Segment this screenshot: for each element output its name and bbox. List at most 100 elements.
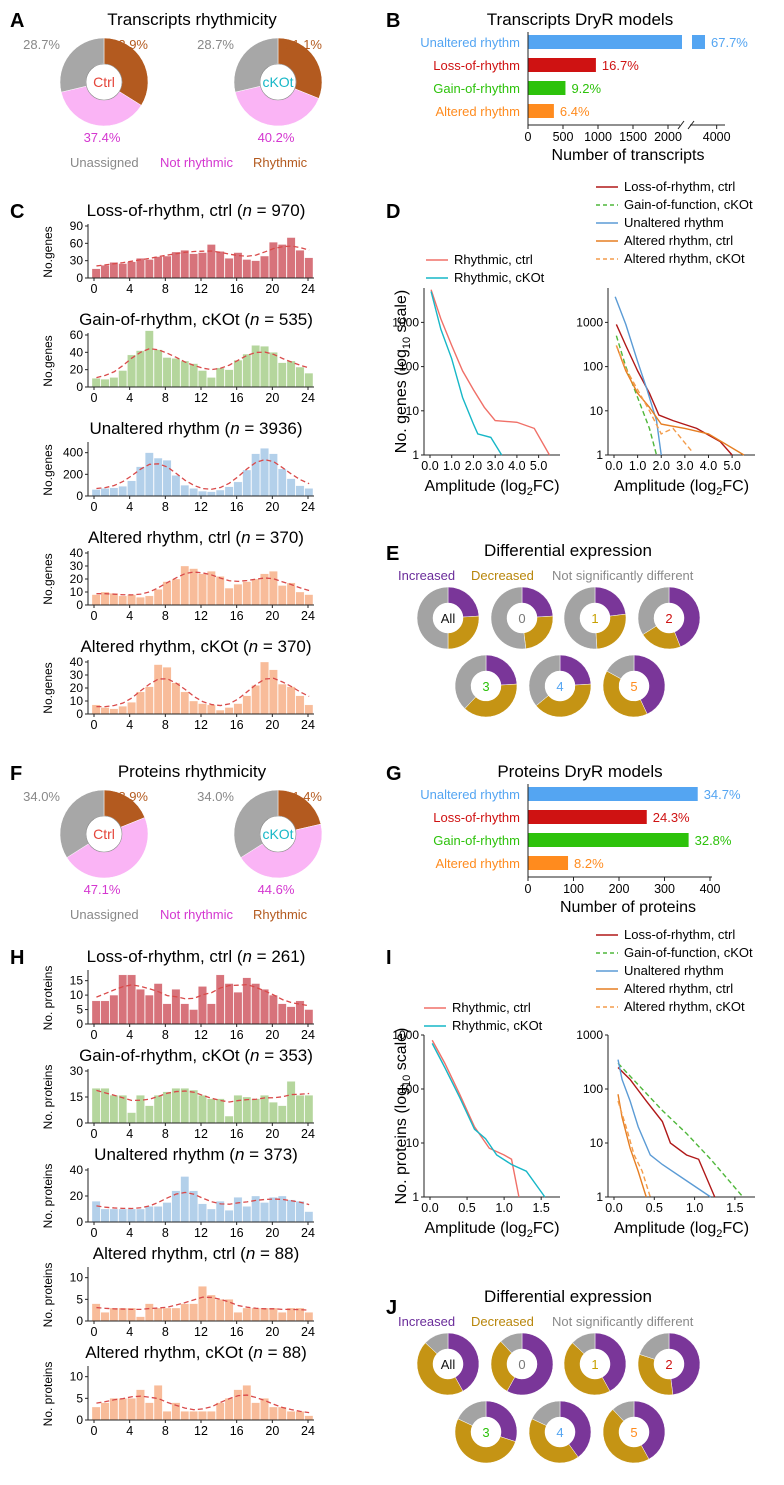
histogram-bar [295, 1411, 305, 1421]
histogram-bar [286, 1006, 296, 1025]
y-tick-label: 10 [406, 1136, 420, 1150]
bar-pct-label: 32.8% [695, 833, 732, 848]
legend-not-rhythmic: Not rhythmic [160, 155, 233, 170]
legend-label: Rhythmic, cKOt [454, 270, 545, 285]
histogram-bar [127, 480, 136, 497]
donut-hole [433, 1349, 463, 1379]
x-tick-label: 4 [126, 718, 133, 732]
histogram-bar [215, 251, 225, 279]
donut-hole [471, 1417, 501, 1447]
x-tick-label: 8 [162, 1424, 169, 1438]
histogram-bar [127, 1208, 136, 1223]
histogram-title: Loss-of-rhythm, ctrl (n = 970) [87, 201, 306, 220]
panel-letter-a: A [10, 10, 24, 32]
panel-title: Differential expression [484, 1287, 652, 1306]
y-axis-label: No.genes [41, 444, 55, 495]
axis-break [677, 120, 685, 130]
histogram-bar [145, 330, 154, 388]
histogram-bar [153, 589, 163, 606]
y-tick-label: 0 [76, 598, 83, 612]
pct-rhythmic: 33.9% [111, 37, 148, 52]
x-tick-label: 200 [609, 882, 630, 896]
histogram-bar [153, 1385, 163, 1421]
histogram-bar [295, 485, 305, 497]
panel-letter-e: E [386, 543, 399, 565]
y-tick-label: 5 [76, 1391, 83, 1405]
y-tick-label: 40 [70, 546, 84, 560]
histogram-bar [242, 695, 252, 715]
x-tick-label: 3.0 [486, 459, 503, 473]
y-tick-label: 1 [412, 448, 419, 462]
histogram-bar [180, 1411, 190, 1421]
bar-category-label: Altered rhythm [435, 856, 520, 871]
x-tick-label: 20 [265, 1028, 279, 1042]
y-tick-label: 10 [406, 404, 420, 418]
x-tick-label: 16 [230, 391, 244, 405]
histogram-bar [109, 487, 119, 497]
histogram-bar [286, 1411, 296, 1421]
pct-rhythmic: 18.9% [111, 789, 148, 804]
histogram-title: Gain-of-rhythm, cKOt (n = 535) [79, 310, 313, 329]
histogram-bar [242, 353, 252, 388]
x-tick-label: 2.0 [465, 459, 482, 473]
histogram-bar [224, 486, 234, 497]
legend-label: Altered rhythm, ctrl [624, 981, 733, 996]
histogram-title: Altered rhythm, ctrl (n = 370) [88, 528, 304, 547]
histogram-bar [295, 366, 305, 388]
x-tick-label: 500 [553, 130, 574, 144]
histogram-bar [171, 1307, 181, 1322]
x-tick-label: 16 [230, 1424, 244, 1438]
histogram-bar [109, 1095, 119, 1124]
histogram-bar [100, 1000, 110, 1025]
series-line [617, 1062, 744, 1198]
x-tick-label: 0.5 [458, 1201, 475, 1215]
histogram-bar [189, 700, 198, 715]
histogram-bar [189, 1411, 198, 1421]
histogram-bar [304, 1312, 314, 1322]
histogram-bar [153, 256, 163, 279]
x-tick-label: 4.0 [700, 459, 717, 473]
legend-increased: Increased [398, 568, 455, 583]
histogram-bar [171, 475, 181, 497]
histogram-bar [91, 268, 101, 279]
x-tick-label: 4.0 [508, 459, 525, 473]
legend-label: Gain-of-function, cKOt [624, 945, 753, 960]
pct-not-rhythmic: 37.4% [84, 130, 121, 145]
donut-center-label: 0 [518, 1357, 525, 1372]
histogram-bar [136, 1389, 145, 1421]
x-tick-label: 0 [91, 609, 98, 623]
x-tick-label: 8 [162, 1028, 169, 1042]
histogram-bar [277, 585, 287, 606]
histogram-bar [109, 1307, 119, 1322]
x-tick-label: 100 [563, 882, 584, 896]
histogram-bar [224, 1398, 234, 1421]
histogram-bar [304, 1095, 314, 1124]
histogram-bar [251, 1307, 260, 1322]
x-axis-label: Number of proteins [560, 899, 696, 916]
histogram-bar [189, 253, 198, 279]
histogram-bar [153, 1206, 163, 1223]
y-axis-label: No.genes [41, 226, 55, 277]
x-tick-label: 300 [654, 882, 675, 896]
x-tick-label: 24 [301, 1226, 315, 1240]
histogram-bar [118, 1398, 128, 1421]
axis-break [687, 120, 695, 130]
histogram-bar [118, 486, 128, 497]
bar-category-label: Loss-of-rhythm [433, 810, 520, 825]
histogram-bar [189, 568, 198, 606]
histogram-bar [304, 1009, 314, 1025]
y-tick-label: 30 [70, 559, 84, 573]
x-tick-label: 1500 [619, 130, 647, 144]
y-tick-label: 20 [70, 363, 84, 377]
fit-curve [96, 347, 310, 379]
histogram-bar [207, 704, 216, 715]
histogram-bar [109, 262, 119, 279]
donut-hole [471, 671, 501, 701]
histogram-bar [233, 1197, 243, 1223]
pct-rhythmic: 31.1% [285, 37, 322, 52]
histogram-bar [286, 237, 296, 279]
x-tick-label: 24 [301, 282, 315, 296]
legend-label: Rhythmic, ctrl [452, 1000, 531, 1015]
bar [528, 810, 647, 824]
x-tick-label: 20 [265, 1325, 279, 1339]
